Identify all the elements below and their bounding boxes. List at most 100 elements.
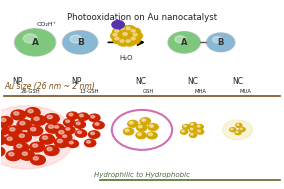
Circle shape (111, 32, 122, 40)
Text: NP: NP (72, 77, 82, 86)
Circle shape (236, 123, 242, 127)
Circle shape (123, 33, 127, 36)
Circle shape (150, 125, 154, 127)
Circle shape (80, 114, 83, 117)
Circle shape (198, 130, 201, 132)
Text: Hydrophilic to Hydrophobic: Hydrophilic to Hydrophobic (94, 172, 190, 178)
Circle shape (85, 139, 96, 147)
Circle shape (16, 132, 31, 142)
Circle shape (129, 36, 141, 44)
Circle shape (62, 31, 98, 54)
Circle shape (181, 129, 188, 134)
Circle shape (124, 128, 134, 135)
Circle shape (118, 26, 129, 33)
Circle shape (22, 152, 28, 155)
Circle shape (237, 124, 239, 125)
Circle shape (0, 125, 9, 135)
Circle shape (231, 128, 233, 130)
Circle shape (93, 122, 104, 129)
Circle shape (47, 147, 52, 151)
Circle shape (53, 124, 64, 132)
Circle shape (128, 120, 138, 127)
Circle shape (189, 133, 197, 137)
Circle shape (129, 121, 133, 124)
Circle shape (124, 26, 135, 33)
Circle shape (44, 114, 59, 123)
Circle shape (184, 125, 186, 127)
Circle shape (6, 151, 21, 161)
Circle shape (213, 36, 222, 43)
Circle shape (61, 134, 72, 141)
Circle shape (30, 155, 45, 165)
Circle shape (196, 125, 203, 129)
Circle shape (78, 131, 82, 134)
Circle shape (69, 141, 73, 144)
Circle shape (113, 33, 117, 36)
Circle shape (14, 112, 19, 115)
Circle shape (131, 37, 135, 40)
Circle shape (236, 131, 238, 133)
Circle shape (183, 124, 190, 129)
Circle shape (124, 38, 135, 46)
Circle shape (137, 133, 141, 136)
Circle shape (239, 127, 245, 131)
Circle shape (69, 113, 73, 116)
Circle shape (66, 128, 70, 130)
Circle shape (25, 108, 40, 118)
Circle shape (23, 34, 37, 43)
Circle shape (17, 120, 32, 130)
Circle shape (42, 136, 48, 139)
Circle shape (7, 137, 12, 141)
Circle shape (175, 36, 186, 43)
Circle shape (206, 33, 235, 52)
Circle shape (136, 132, 146, 139)
Circle shape (121, 32, 132, 40)
Circle shape (223, 120, 252, 140)
Circle shape (14, 29, 56, 56)
Circle shape (59, 130, 64, 134)
Circle shape (11, 110, 26, 120)
Circle shape (118, 38, 129, 46)
Text: Au size (26 nm ~ 2 nm): Au size (26 nm ~ 2 nm) (4, 82, 95, 91)
Circle shape (133, 33, 137, 36)
Circle shape (67, 112, 78, 119)
Circle shape (131, 29, 135, 32)
Text: NC: NC (135, 77, 146, 86)
Circle shape (0, 117, 13, 126)
Circle shape (89, 131, 100, 138)
Circle shape (34, 117, 39, 120)
Circle shape (140, 118, 150, 125)
Circle shape (91, 132, 95, 135)
Circle shape (125, 129, 129, 132)
Text: NC: NC (187, 77, 198, 86)
Circle shape (191, 123, 193, 125)
Text: A: A (181, 38, 187, 47)
Circle shape (115, 29, 119, 32)
Circle shape (40, 134, 55, 144)
Text: MUA: MUA (240, 89, 252, 94)
Circle shape (129, 28, 141, 36)
Circle shape (87, 141, 91, 143)
Circle shape (149, 133, 153, 136)
Circle shape (76, 130, 87, 137)
Circle shape (44, 146, 59, 156)
Circle shape (95, 123, 99, 125)
Circle shape (147, 132, 157, 139)
Circle shape (112, 21, 124, 29)
Circle shape (10, 128, 15, 131)
Circle shape (197, 129, 204, 134)
Circle shape (168, 32, 201, 53)
Circle shape (33, 157, 38, 160)
Circle shape (17, 144, 22, 148)
Text: MHA: MHA (195, 89, 207, 94)
Circle shape (197, 125, 200, 127)
Circle shape (148, 124, 158, 130)
Circle shape (76, 122, 80, 125)
Circle shape (63, 31, 97, 53)
Circle shape (28, 126, 43, 136)
Circle shape (55, 125, 59, 128)
Circle shape (55, 138, 69, 147)
Circle shape (89, 114, 100, 122)
Circle shape (63, 135, 67, 137)
Circle shape (19, 134, 24, 137)
